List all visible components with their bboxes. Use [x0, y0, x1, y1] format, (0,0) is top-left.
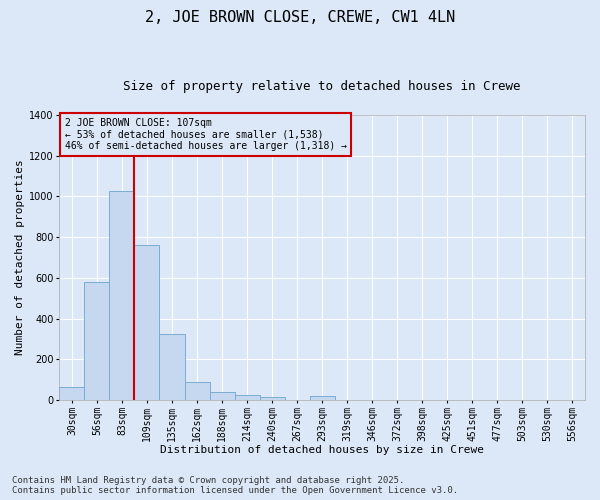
Bar [134, 246, 160, 400]
Y-axis label: Number of detached properties: Number of detached properties [15, 160, 25, 356]
Text: 2 JOE BROWN CLOSE: 107sqm
← 53% of detached houses are smaller (1,538)
46% of se: 2 JOE BROWN CLOSE: 107sqm ← 53% of detac… [65, 118, 347, 151]
Bar [59, 387, 85, 400]
Bar [160, 334, 185, 400]
Text: Contains HM Land Registry data © Crown copyright and database right 2025.
Contai: Contains HM Land Registry data © Crown c… [12, 476, 458, 495]
Bar [235, 395, 260, 400]
Bar [310, 396, 335, 400]
Text: 2, JOE BROWN CLOSE, CREWE, CW1 4LN: 2, JOE BROWN CLOSE, CREWE, CW1 4LN [145, 10, 455, 25]
Bar [209, 392, 235, 400]
Bar [85, 282, 109, 400]
X-axis label: Distribution of detached houses by size in Crewe: Distribution of detached houses by size … [160, 445, 484, 455]
Bar [185, 382, 209, 400]
Bar [109, 192, 134, 400]
Title: Size of property relative to detached houses in Crewe: Size of property relative to detached ho… [124, 80, 521, 93]
Bar [260, 397, 284, 400]
